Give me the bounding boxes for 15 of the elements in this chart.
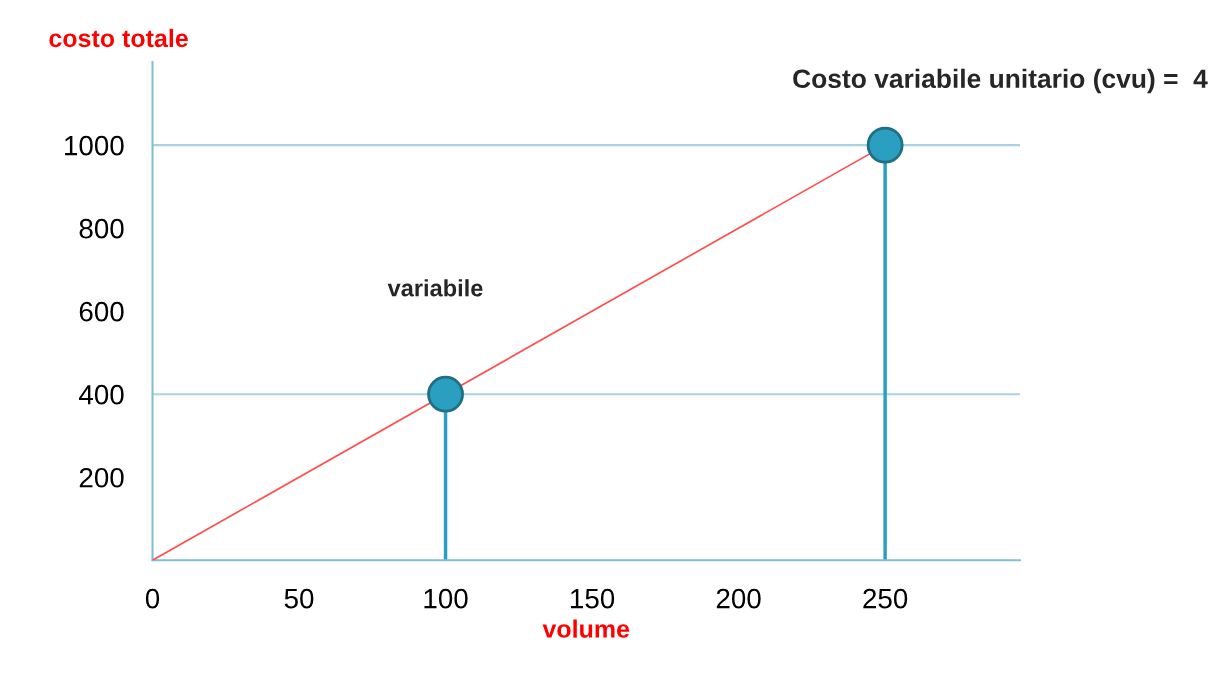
x-tick-label: 150 xyxy=(571,588,615,609)
y-tick-label: 400 xyxy=(79,384,124,405)
x-tick-label: 100 xyxy=(424,588,468,609)
x-tick-label: 250 xyxy=(863,588,908,609)
y-tick-label: 1000 xyxy=(65,135,124,156)
y-tick-label: 600 xyxy=(79,301,124,322)
y-axis-title: costo totale xyxy=(49,28,188,48)
x-tick-label: 200 xyxy=(716,588,761,609)
x-axis-title: volume xyxy=(542,619,630,638)
x-tick-label: 50 xyxy=(284,588,314,609)
chart-title: Costo variabile unitario (cvu) = 4 xyxy=(793,68,1208,94)
x-tick-label: 0 xyxy=(145,588,160,609)
text: variabile xyxy=(387,279,483,297)
y-tick-label: 800 xyxy=(79,218,124,239)
y-tick-label: 200 xyxy=(79,467,124,488)
